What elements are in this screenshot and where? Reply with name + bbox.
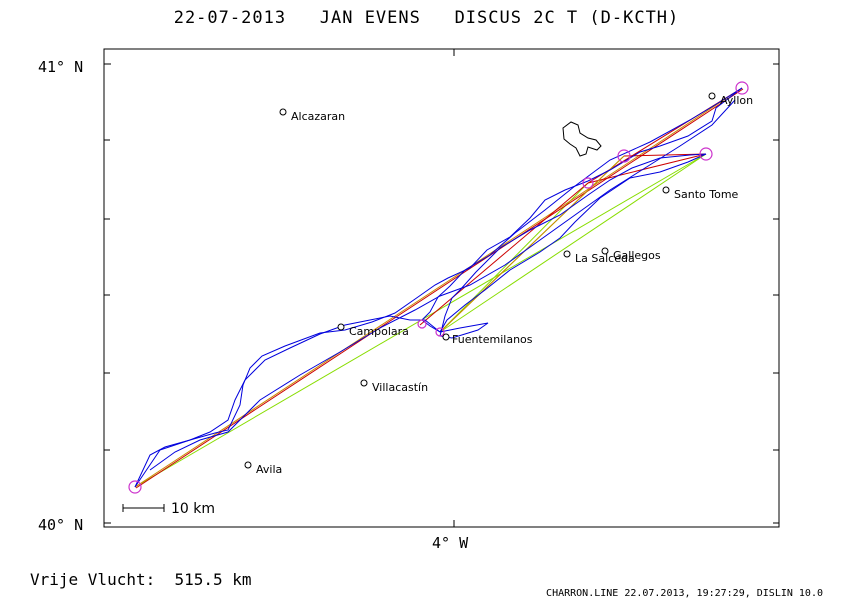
flight-track — [134, 87, 743, 488]
place-marker — [662, 186, 670, 194]
track-segment — [439, 153, 707, 339]
reservoir-outline — [562, 121, 602, 157]
scale-bar-label: 10 km — [171, 501, 215, 517]
place-label-alcazaran: Alcazaran — [291, 110, 345, 123]
turnpoint-marker — [699, 147, 713, 161]
place-marker — [708, 92, 716, 100]
map-frame — [103, 48, 780, 528]
place-marker — [360, 379, 368, 387]
place-label-la-salceda: La Salceda — [575, 252, 635, 265]
place-label-avila: Avila — [256, 463, 282, 476]
places: Alcazaran Ayllon Santo Tome Gallegos La … — [244, 92, 753, 476]
place-marker — [279, 108, 287, 116]
task-leg — [419, 182, 589, 326]
place-label-villacastin: Villacastín — [372, 381, 428, 394]
track-segment — [421, 87, 743, 333]
track-segment — [134, 87, 743, 488]
declared-leg — [439, 182, 589, 333]
turnpoint-marker — [417, 319, 427, 329]
task-leg-alt — [134, 87, 743, 488]
place-label-fuentemilanos: Fuentemilanos — [452, 333, 533, 346]
distance-summary: Vrije Vlucht: 515.5 km — [30, 570, 252, 589]
turnpoint-marker — [582, 177, 594, 189]
axis-ticks — [104, 49, 779, 527]
place-label-ayllon: Ayllon — [720, 94, 753, 107]
track-segment — [134, 315, 441, 488]
turnpoint-marker — [617, 149, 631, 163]
credit-line: CHARRON.LINE 22.07.2013, 19:27:29, DISLI… — [546, 588, 823, 599]
turnpoint-marker — [435, 327, 445, 337]
turnpoints — [128, 81, 749, 494]
place-label-gallegos: Gallegos — [613, 249, 661, 262]
place-label-santo-tome: Santo Tome — [674, 188, 739, 201]
scale-bar: 10 km — [122, 501, 215, 517]
lat-label-top: 41° N — [38, 58, 84, 76]
turnpoint-marker — [735, 81, 749, 95]
place-label-campolara: Campolara — [349, 325, 409, 338]
declared-leg — [439, 153, 707, 333]
task-leg — [587, 153, 707, 184]
place-marker — [337, 323, 345, 331]
lat-label-bottom: 40° N — [38, 516, 84, 534]
lon-label-mid: 4° W — [432, 534, 469, 552]
map-title: 22-07-2013 JAN EVENS DISCUS 2C T (D-KCTH… — [173, 8, 680, 28]
turnpoint-marker — [128, 480, 142, 494]
place-marker — [442, 333, 450, 341]
track-segment — [149, 99, 736, 471]
place-marker — [244, 461, 252, 469]
track-segment — [439, 153, 707, 333]
place-marker — [601, 247, 609, 255]
task-leg-alt — [439, 155, 625, 333]
place-marker — [563, 250, 571, 258]
